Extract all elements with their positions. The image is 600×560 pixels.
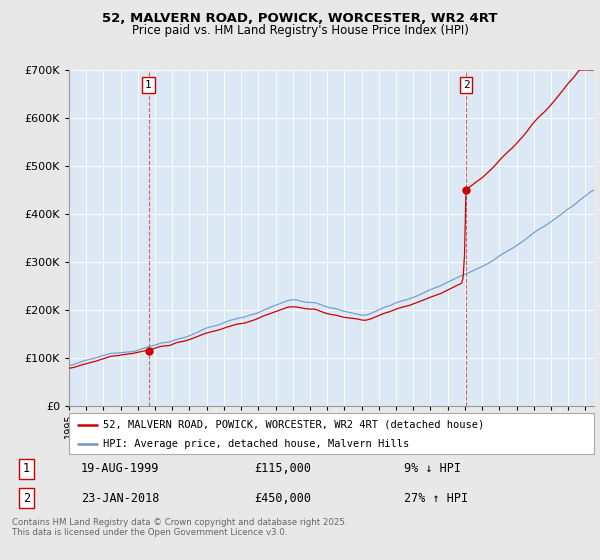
Text: 1: 1: [145, 80, 152, 90]
Text: 1: 1: [23, 462, 30, 475]
Text: £450,000: £450,000: [254, 492, 311, 505]
Text: 19-AUG-1999: 19-AUG-1999: [81, 462, 160, 475]
Text: 27% ↑ HPI: 27% ↑ HPI: [404, 492, 468, 505]
Text: £115,000: £115,000: [254, 462, 311, 475]
Text: HPI: Average price, detached house, Malvern Hills: HPI: Average price, detached house, Malv…: [103, 438, 409, 449]
Text: 2: 2: [463, 80, 469, 90]
Text: Contains HM Land Registry data © Crown copyright and database right 2025.
This d: Contains HM Land Registry data © Crown c…: [12, 518, 347, 538]
Text: 52, MALVERN ROAD, POWICK, WORCESTER, WR2 4RT (detached house): 52, MALVERN ROAD, POWICK, WORCESTER, WR2…: [103, 419, 484, 430]
Text: 9% ↓ HPI: 9% ↓ HPI: [404, 462, 461, 475]
Text: 23-JAN-2018: 23-JAN-2018: [81, 492, 160, 505]
Text: 2: 2: [23, 492, 30, 505]
Text: Price paid vs. HM Land Registry's House Price Index (HPI): Price paid vs. HM Land Registry's House …: [131, 24, 469, 36]
Text: 52, MALVERN ROAD, POWICK, WORCESTER, WR2 4RT: 52, MALVERN ROAD, POWICK, WORCESTER, WR2…: [102, 12, 498, 25]
